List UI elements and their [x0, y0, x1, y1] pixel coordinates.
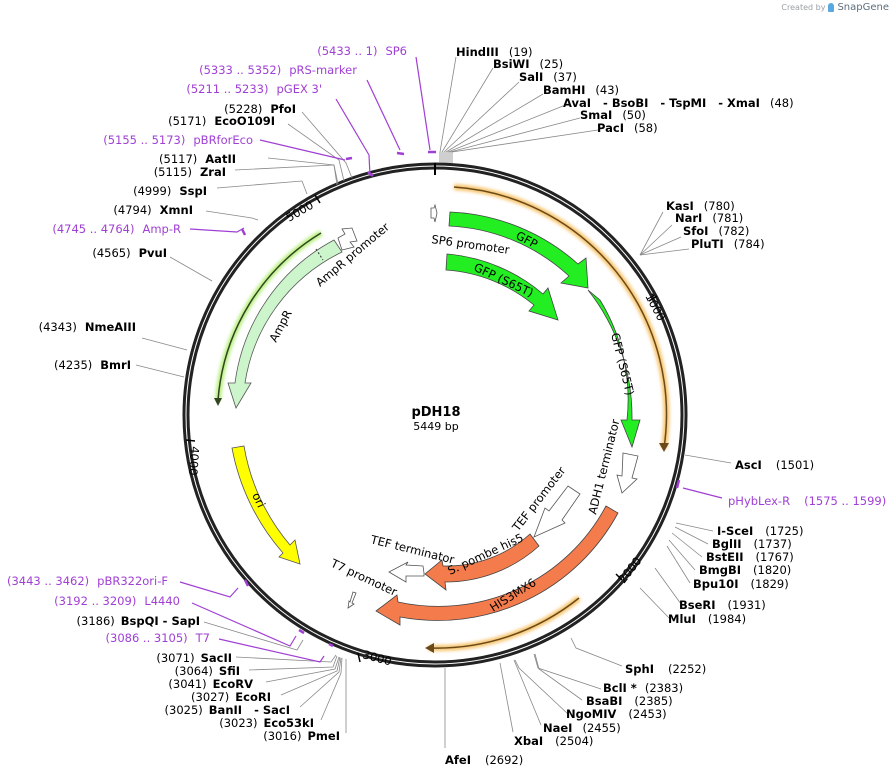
svg-text:SP6 promoter: SP6 promoter: [431, 232, 511, 257]
enzyme-labels-bottom: SphI (2252) BclI * (2383) BsaBI (2385) NgoM…: [445, 662, 706, 767]
enzyme-pmei[interactable]: (3016) PmeI: [263, 729, 340, 743]
enzyme-nmeaiii[interactable]: (4343) NmeAIII: [39, 320, 136, 334]
enzyme-sacii[interactable]: (3071) SacII: [156, 651, 232, 665]
orf-arc-top-right: [453, 184, 670, 452]
enzyme-pluti[interactable]: PluTI (784): [691, 237, 765, 251]
svg-text:ori: ori: [249, 490, 268, 509]
enzyme-mlui[interactable]: MluI (1984): [668, 612, 746, 626]
svg-text:GFP (S65T): GFP (S65T): [472, 260, 536, 300]
svg-text:4000: 4000: [186, 446, 202, 476]
primer-l4440[interactable]: (3192 .. 3209) L4440: [54, 594, 180, 608]
plasmid-name: pDH18: [411, 405, 460, 420]
enzyme-i-scei[interactable]: I-SceI (1725): [717, 524, 803, 538]
credit-prefix: Created by: [781, 3, 826, 12]
primer-t7[interactable]: (3086 .. 3105) T7: [106, 631, 210, 645]
enzyme-sphi[interactable]: SphI (2252): [625, 662, 706, 676]
enzyme-bmri[interactable]: (4235) BmrI: [54, 358, 131, 372]
orf-arc-left: [214, 230, 323, 406]
enzyme-xbai[interactable]: XbaI (2504): [514, 734, 593, 748]
enzyme-sfoi[interactable]: SfoI (782): [683, 224, 749, 238]
feature-ori: ori: [231, 445, 301, 565]
enzyme-afei[interactable]: AfeI (2692): [445, 753, 523, 767]
enzyme-bpu10i[interactable]: Bpu10I (1829): [693, 577, 789, 591]
enzyme-ngomiv[interactable]: NgoMIV (2453): [566, 707, 667, 721]
enzyme-bsteii[interactable]: BstEII (1767): [706, 550, 794, 564]
feature-tef-promoter: TEF promoter: [509, 464, 581, 538]
enzyme-banii-group[interactable]: (3025) BanII - SacI: [165, 703, 290, 717]
enzyme-bglii[interactable]: BglII (1737): [712, 537, 792, 551]
enzyme-labels-right: AscI (1501) I-SceI (1725) BglII (1737) BstE…: [668, 458, 814, 626]
enzymes-bottom-left-lines: [203, 621, 347, 733]
snapgene-logo-icon: [828, 3, 835, 12]
enzyme-nari[interactable]: NarI (781): [675, 211, 743, 225]
feature-ampr: AmpR: [227, 239, 343, 409]
enzyme-pfoi[interactable]: (5228) PfoI: [224, 102, 296, 116]
primer-amp-r[interactable]: (4745 .. 4764) Amp-R: [52, 222, 181, 236]
enzyme-bseri[interactable]: BseRI (1931): [679, 598, 766, 612]
feature-gfp-s65t-inner: GFP (S65T): [445, 253, 559, 321]
enzyme-zrai[interactable]: (5115) ZraI: [154, 165, 226, 179]
orf-arc-bottom: [425, 595, 581, 653]
enzymes-left-lines: [135, 111, 353, 378]
svg-text:TEF terminator: TEF terminator: [368, 532, 456, 567]
enzyme-labels-top: HindIII (19) BsiWI (25) SalI (37) BamHI (43)…: [456, 45, 794, 135]
plasmid-length: 5449 bp: [413, 420, 458, 433]
enzyme-xmni[interactable]: (4794) XmnI: [113, 203, 193, 217]
enzyme-labels-bottom-left: (3186) BspQI - SapI (3071) SacII (3064) Sfi…: [77, 614, 340, 743]
feature-t7-promoter: T7 promoter: [328, 556, 400, 609]
enzyme-kasi[interactable]: KasI (780): [666, 199, 735, 213]
primer-phyblex-r[interactable]: pHybLex-R (1575 .. 1599): [728, 494, 886, 508]
tick-4000: 4000: [185, 439, 202, 476]
enzyme-sali[interactable]: SalI (37): [519, 70, 577, 84]
primer-pbr322ori-f[interactable]: (3443 .. 3462) pBR322ori-F: [7, 574, 168, 588]
enzyme-labels-right-upper: KasI (780) NarI (781) SfoI (782) PluTI (784): [666, 199, 765, 251]
credit-brand: SnapGene: [837, 2, 889, 13]
enzyme-sfii[interactable]: (3064) SfiI: [175, 664, 240, 678]
primer-sp6[interactable]: (5433 .. 1) SP6: [317, 44, 407, 58]
enzymes-right-upper-lines: [639, 211, 690, 256]
enzyme-paci[interactable]: PacI (58): [597, 121, 658, 135]
snapgene-credit: Created by SnapGene: [781, 2, 889, 13]
enzymes-top: [439, 56, 599, 163]
primer-pgex-3[interactable]: (5211 .. 5233) pGEX 3': [186, 82, 322, 96]
enzyme-ecori[interactable]: (3027) EcoRI: [191, 690, 271, 704]
enzyme-sspi[interactable]: (4999) SspI: [133, 184, 207, 198]
enzyme-bamhi[interactable]: BamHI (43): [543, 83, 619, 97]
enzyme-smai[interactable]: SmaI (50): [580, 108, 646, 122]
enzyme-labels-left: (5228) PfoI (5171) EcoO109I (5117) AatII (5…: [39, 102, 296, 372]
svg-text:GFP (S65T): GFP (S65T): [608, 331, 637, 397]
enzyme-ecorv[interactable]: (3041) EcoRV: [168, 677, 253, 691]
enzyme-naei[interactable]: NaeI (2455): [543, 721, 621, 735]
enzyme-hindiii[interactable]: HindIII (19): [456, 45, 532, 59]
primer-lines: [179, 56, 723, 663]
svg-text:ADH1 terminator: ADH1 terminator: [585, 418, 622, 516]
primer-labels: (5433 .. 1) SP6 (5333 .. 5352) pRS-marker …: [7, 44, 886, 645]
enzyme-asci[interactable]: AscI (1501): [735, 458, 814, 472]
svg-text:3000: 3000: [361, 647, 393, 668]
enzyme-bspqi-group[interactable]: (3186) BspQI - SapI: [77, 614, 200, 628]
enzymes-bottom-lines: [444, 637, 623, 748]
tick-3000: 3000: [357, 647, 393, 668]
enzyme-eco53ki[interactable]: (3023) Eco53kI: [219, 716, 314, 730]
enzyme-pvui[interactable]: (4565) PvuI: [92, 246, 167, 260]
primer-prs-marker[interactable]: (5333 .. 5352) pRS-marker: [199, 63, 357, 77]
primer-pbrforeco[interactable]: (5155 .. 5173) pBRforEco: [103, 133, 253, 147]
enzyme-bcli[interactable]: BclI * (2383): [603, 681, 683, 695]
enzymes-right-lines: [639, 454, 732, 620]
enzyme-bsabi[interactable]: BsaBI (2385): [586, 694, 673, 708]
enzyme-bsiwi[interactable]: BsiWI (25): [493, 57, 563, 71]
enzyme-bmgbi[interactable]: BmgBI (1820): [699, 563, 791, 577]
enzyme-avai-group[interactable]: AvaI - BsoBI - TspMI - XmaI (48): [563, 96, 794, 110]
enzyme-ecoo109i[interactable]: (5171) EcoO109I: [168, 114, 275, 128]
svg-text:T7 promoter: T7 promoter: [328, 556, 400, 599]
enzyme-aatii[interactable]: (5117) AatII: [159, 152, 236, 166]
